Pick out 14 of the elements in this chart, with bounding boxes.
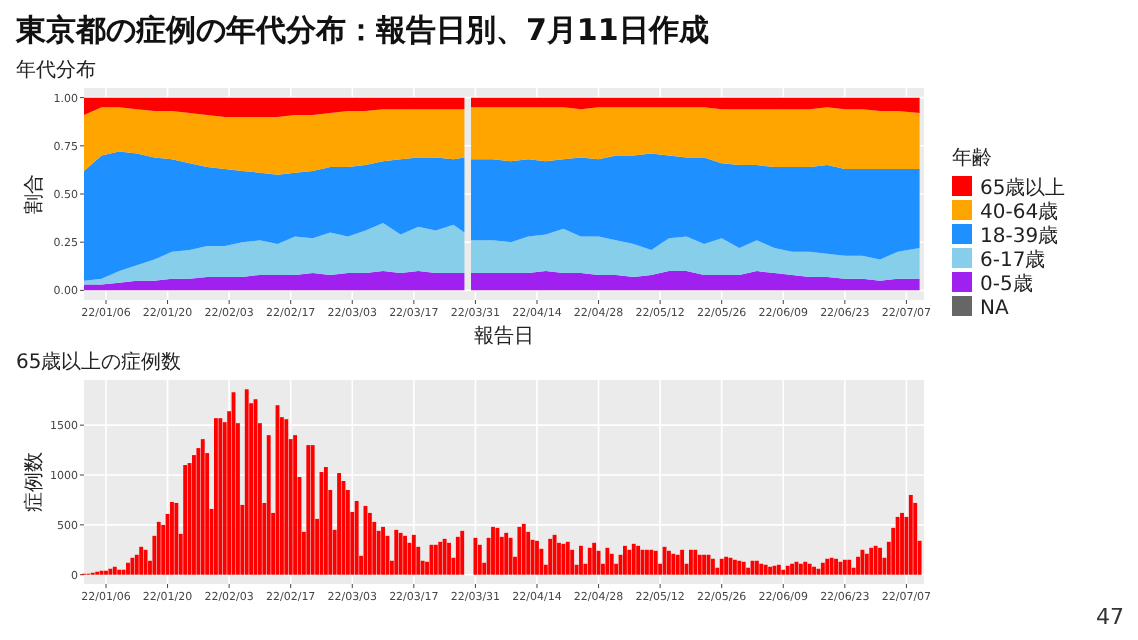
y-axis-title: 症例数 [22, 452, 46, 512]
chart-title: 東京都の症例の年代分布：報告日別、7月11日作成 [14, 12, 709, 48]
legend-label: 18-39歳 [980, 224, 1059, 248]
legend-label: 40-64歳 [980, 200, 1059, 224]
chart-subtitle: 年代分布 [16, 58, 96, 82]
legend-label: 0-5歳 [980, 272, 1033, 296]
x-axis-title: 報告日 [474, 324, 534, 348]
legend-label: NA [980, 298, 1009, 320]
text: 47 [1096, 604, 1124, 630]
legend-label: 6-17歳 [980, 248, 1046, 272]
y-axis-title: 割合 [22, 174, 46, 214]
chart-subtitle: 65歳以上の症例数 [16, 350, 182, 374]
legend-label: 65歳以上 [980, 176, 1066, 200]
legend-title: 年齢 [952, 146, 992, 170]
